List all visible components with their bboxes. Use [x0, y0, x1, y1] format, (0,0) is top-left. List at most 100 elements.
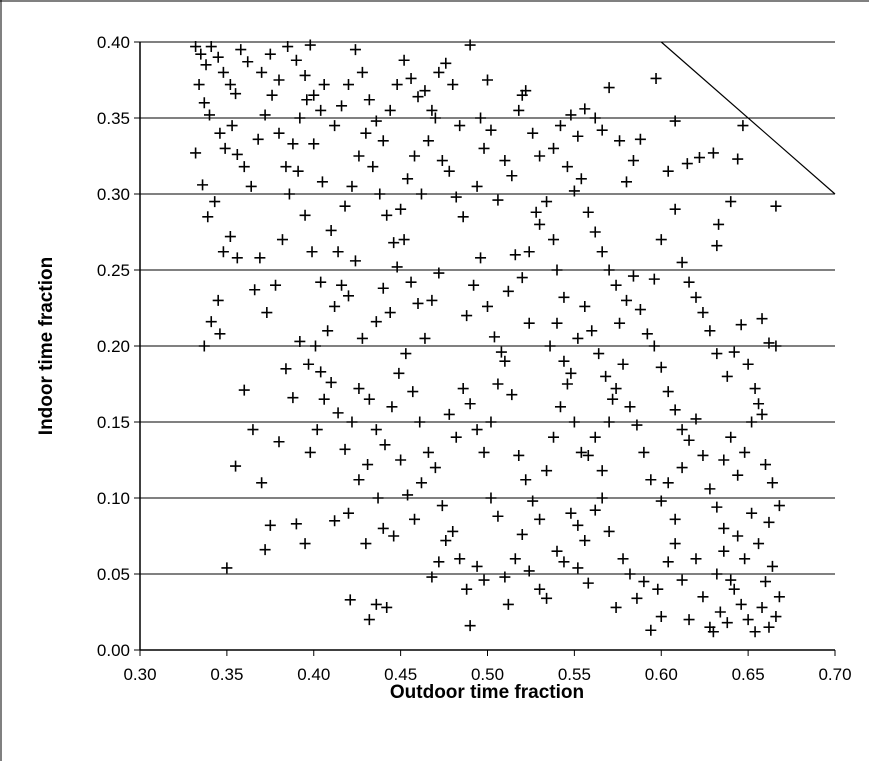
data-point — [204, 109, 215, 121]
data-point — [742, 614, 754, 626]
data-point — [607, 393, 619, 405]
y-tick-label: 0.25 — [97, 261, 130, 280]
data-point — [610, 383, 622, 395]
data-point — [499, 571, 511, 583]
data-point — [681, 158, 693, 170]
data-point — [306, 246, 318, 258]
data-point — [398, 234, 410, 246]
data-point — [381, 601, 393, 613]
x-tick-label: 0.60 — [645, 665, 678, 684]
data-point — [558, 291, 570, 303]
data-point — [254, 252, 266, 264]
data-point — [735, 319, 747, 331]
data-point — [336, 100, 348, 112]
data-point — [315, 366, 327, 378]
data-point — [572, 519, 584, 531]
data-point — [648, 340, 660, 352]
data-point — [412, 91, 424, 103]
data-point — [728, 583, 740, 595]
data-point — [238, 384, 250, 396]
data-point — [732, 153, 744, 165]
data-point — [433, 66, 445, 78]
data-point — [693, 152, 705, 164]
data-point — [614, 317, 626, 329]
data-point — [318, 79, 330, 91]
data-point — [395, 203, 407, 215]
data-point — [499, 355, 511, 367]
data-point — [655, 234, 667, 246]
data-point — [412, 297, 424, 309]
data-point — [224, 231, 236, 243]
data-point — [447, 525, 459, 537]
data-point — [249, 284, 261, 296]
data-point — [631, 592, 643, 604]
data-point — [264, 519, 276, 531]
data-point — [259, 109, 271, 121]
data-point — [311, 424, 323, 436]
data-point — [353, 383, 365, 395]
data-point — [238, 161, 250, 173]
data-point — [343, 507, 354, 519]
data-point — [336, 279, 348, 291]
data-point — [756, 601, 768, 613]
data-point — [534, 150, 546, 162]
data-point — [756, 313, 768, 325]
data-point — [325, 376, 337, 388]
y-tick-label: 0.05 — [97, 565, 130, 584]
y-tick-label: 0.15 — [97, 413, 130, 432]
data-point — [259, 544, 271, 556]
data-point — [506, 170, 518, 182]
data-point — [360, 127, 372, 139]
data-point — [325, 224, 337, 236]
data-point — [697, 591, 709, 603]
y-tick-labels: 0.00 0.05 0.10 0.15 0.20 0.25 0.30 0.35 0.40 — [97, 33, 140, 660]
data-point — [638, 576, 650, 588]
data-point — [541, 465, 553, 477]
data-point — [725, 574, 737, 586]
data-point — [596, 124, 608, 136]
data-point — [697, 307, 709, 319]
data-point — [718, 454, 730, 466]
boundary-line — [660, 41, 836, 195]
data-point — [714, 606, 726, 618]
data-point — [205, 41, 217, 53]
data-point — [582, 206, 594, 218]
data-point — [454, 553, 466, 565]
data-point — [558, 355, 570, 367]
data-point — [721, 617, 733, 629]
data-point — [426, 294, 438, 306]
data-point — [252, 133, 264, 145]
data-point — [270, 279, 282, 291]
data-point — [388, 237, 400, 249]
data-point — [440, 57, 452, 69]
data-point — [551, 264, 563, 276]
data-point — [579, 535, 591, 547]
data-point — [739, 553, 751, 565]
data-point — [652, 583, 664, 595]
data-point — [398, 54, 410, 66]
data-point — [589, 112, 601, 124]
data-point — [256, 66, 268, 78]
data-point — [516, 528, 528, 540]
data-point — [329, 120, 341, 132]
y-axis-title: Indoor time fraction — [36, 257, 57, 435]
data-point — [464, 39, 476, 51]
data-point — [683, 614, 695, 626]
data-point — [436, 500, 448, 512]
data-point — [586, 325, 598, 337]
data-point — [492, 378, 504, 390]
data-point — [405, 276, 417, 288]
data-point — [276, 234, 288, 246]
data-point — [372, 492, 384, 504]
data-point — [304, 446, 316, 458]
data-point — [230, 460, 242, 472]
data-point — [363, 614, 375, 626]
data-point — [641, 328, 653, 340]
data-point — [662, 556, 674, 568]
data-point — [582, 449, 594, 461]
data-point — [197, 179, 209, 191]
data-point — [461, 310, 473, 322]
data-point — [370, 316, 382, 328]
